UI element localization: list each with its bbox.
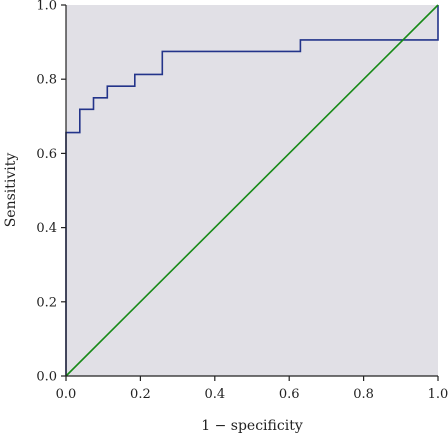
series-layer <box>65 4 439 377</box>
x-tick-label: 0.2 <box>130 387 151 402</box>
y-tick-label: 0.2 <box>36 295 57 310</box>
x-tick-label: 0.6 <box>279 387 300 402</box>
roc-curve-line <box>65 5 439 376</box>
y-tick-label: 0.6 <box>36 147 57 162</box>
x-tick-label: 0.8 <box>353 387 374 402</box>
y-axis-label: Sensitivity <box>3 153 19 228</box>
y-tick-label: 0.0 <box>36 370 57 385</box>
x-tick-label: 0.4 <box>204 387 225 402</box>
y-tick-label: 0.4 <box>36 221 57 236</box>
x-axis-label: 1 − specificity <box>201 418 303 434</box>
y-axis-ticks: 0.0 0.2 0.4 0.6 0.8 1.0 <box>36 0 66 385</box>
x-axis-ticks: 0.0 0.2 0.4 0.6 0.8 1.0 <box>56 376 448 402</box>
y-tick-label: 0.8 <box>36 73 57 88</box>
x-tick-label: 0.0 <box>56 387 77 402</box>
x-tick-label: 1.0 <box>428 387 448 402</box>
reference-diagonal-line <box>65 4 439 377</box>
y-tick-label: 1.0 <box>36 0 57 14</box>
